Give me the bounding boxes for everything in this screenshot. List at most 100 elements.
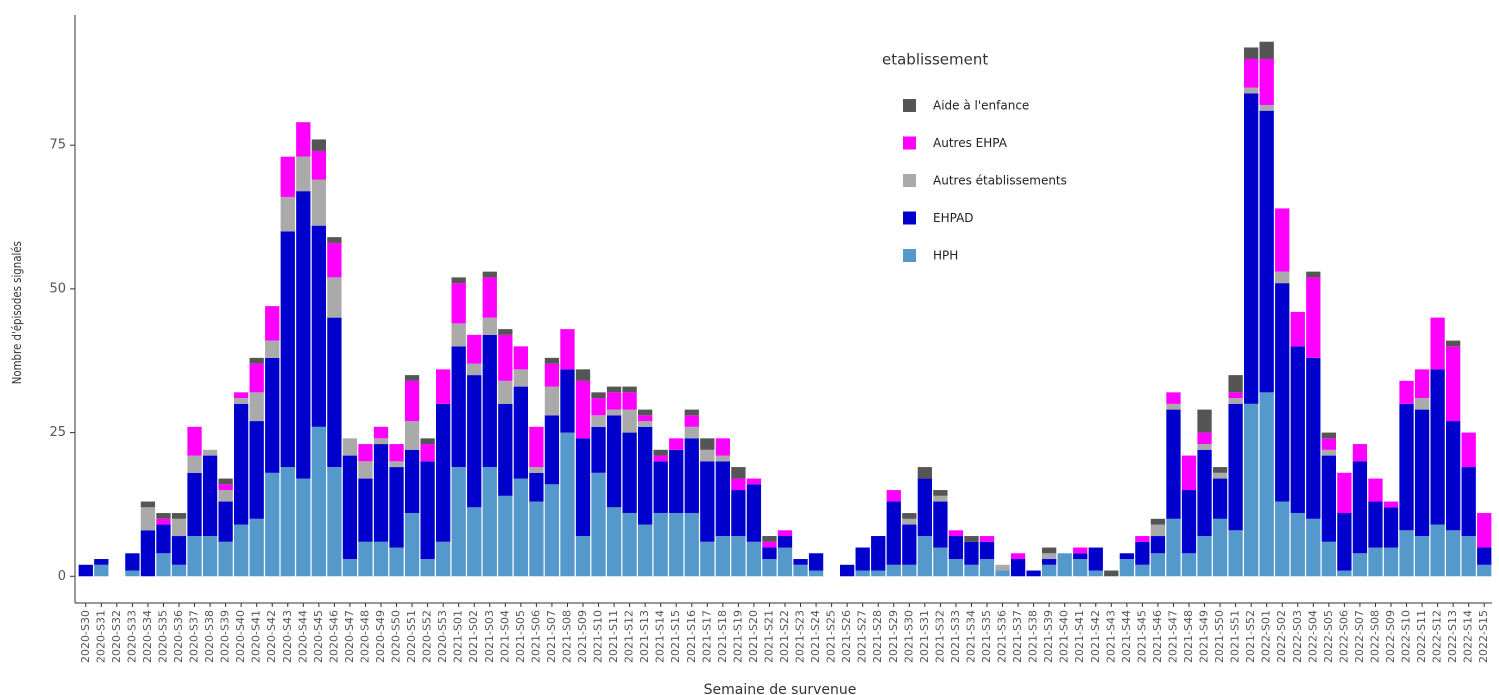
bar-segment <box>1166 409 1181 519</box>
bar-segment <box>762 536 777 542</box>
bar-segment <box>529 472 544 502</box>
bar-segment <box>389 444 404 462</box>
bar-segment <box>1135 536 1150 542</box>
bar-segment <box>544 484 560 577</box>
bar-segment <box>622 432 637 514</box>
bar-segment <box>187 426 202 456</box>
bar-segment <box>731 536 746 577</box>
bar-segment <box>1244 58 1259 88</box>
bar-segment <box>1275 283 1290 502</box>
bar-segment <box>1368 547 1383 577</box>
bar-segment <box>1414 536 1430 577</box>
bar-segment <box>311 139 326 151</box>
bar-segment <box>1337 570 1352 577</box>
bar-segment <box>638 426 653 525</box>
bar-segment <box>249 421 264 519</box>
bar-segment <box>513 346 528 370</box>
bar-segment <box>1446 340 1461 347</box>
bar-segment <box>280 196 295 232</box>
bar-segment <box>389 547 404 577</box>
bar-segment <box>591 472 606 577</box>
bar-segment <box>1166 403 1181 410</box>
bar-segment <box>746 484 762 542</box>
x-tick-label: 2021-S52 <box>1244 610 1257 663</box>
bar-segment <box>1244 93 1259 404</box>
bar-segment <box>1477 513 1492 548</box>
bar-segment <box>311 179 326 226</box>
bar-segment <box>575 369 591 381</box>
x-tick-label: 2021-S39 <box>1042 610 1055 663</box>
bar-segment <box>1042 564 1057 577</box>
bar-segment <box>1383 501 1399 508</box>
bar-segment <box>886 490 901 502</box>
bar-segment <box>544 363 560 387</box>
bar-segment <box>1368 501 1383 548</box>
bar-segment <box>1259 104 1274 111</box>
bar-segment <box>451 283 466 324</box>
bar-segment <box>311 426 326 577</box>
bar-segment <box>249 357 264 364</box>
bar-segment <box>1228 530 1243 577</box>
bar-segment <box>1290 346 1305 514</box>
bar-segment <box>1150 524 1166 537</box>
bar-segment <box>78 564 93 577</box>
bar-segment <box>1057 553 1072 577</box>
x-tick-label: 2020-S36 <box>172 610 185 663</box>
bar-segment <box>669 513 684 577</box>
bar-segment <box>653 513 668 577</box>
bar-segment <box>948 559 964 577</box>
x-tick-label: 2020-S43 <box>281 610 294 663</box>
x-tick-label: 2020-S47 <box>343 610 356 663</box>
bar-segment <box>1150 536 1166 554</box>
x-tick-label: 2021-S03 <box>483 610 496 663</box>
bar-segment <box>404 421 420 450</box>
bar-segment <box>373 438 389 445</box>
bar-segment <box>544 357 560 364</box>
bar-segment <box>700 461 715 542</box>
bar-segment <box>218 501 233 542</box>
bar-segment <box>436 369 451 404</box>
bar-segment <box>327 277 342 318</box>
x-tick-label: 2021-S23 <box>794 610 807 663</box>
bar-segment <box>1259 392 1274 577</box>
bar-segment <box>451 277 466 284</box>
bar-segment <box>1383 507 1399 548</box>
bar-segment <box>451 467 466 577</box>
bar-segment <box>560 432 575 577</box>
x-tick-label: 2020-S44 <box>296 610 309 663</box>
x-tick-label: 2021-S25 <box>825 610 838 663</box>
bar-segment <box>234 403 249 525</box>
legend-swatch <box>903 99 916 112</box>
bar-segment <box>1414 398 1430 410</box>
bar-segment <box>1181 490 1197 554</box>
bar-segment <box>498 403 513 496</box>
bar-segment <box>1430 524 1445 577</box>
x-tick-label: 2020-S38 <box>203 610 216 663</box>
x-tick-label: 2022-S08 <box>1368 610 1381 663</box>
bar-segment <box>575 380 591 439</box>
x-tick-label: 2021-S42 <box>1089 610 1102 663</box>
bar-segment <box>467 334 482 364</box>
bar-segment <box>886 564 901 577</box>
bar-segment <box>902 513 917 519</box>
bar-segment <box>653 455 668 462</box>
bar-segment <box>327 317 342 468</box>
bar-segment <box>1042 559 1057 565</box>
bar-segment <box>606 392 622 410</box>
bar-segment <box>1337 472 1352 514</box>
x-tick-label: 2021-S37 <box>1011 610 1024 663</box>
bar-segment <box>1073 547 1088 554</box>
bar-segment <box>762 547 777 560</box>
x-tick-label: 2021-S06 <box>529 610 542 663</box>
x-tick-label: 2021-S19 <box>731 610 744 663</box>
x-tick-label: 2021-S41 <box>1073 610 1086 663</box>
bar-segment <box>327 467 342 577</box>
x-axis-title: Semaine de survenue <box>704 682 857 695</box>
bar-segment <box>249 392 264 422</box>
x-tick-label: 2020-S48 <box>358 610 371 663</box>
bar-segment <box>404 380 420 422</box>
bar-segment <box>1321 438 1336 450</box>
bar-segment <box>1259 41 1274 59</box>
bar-segment <box>373 426 389 439</box>
bar-segment <box>622 386 637 393</box>
